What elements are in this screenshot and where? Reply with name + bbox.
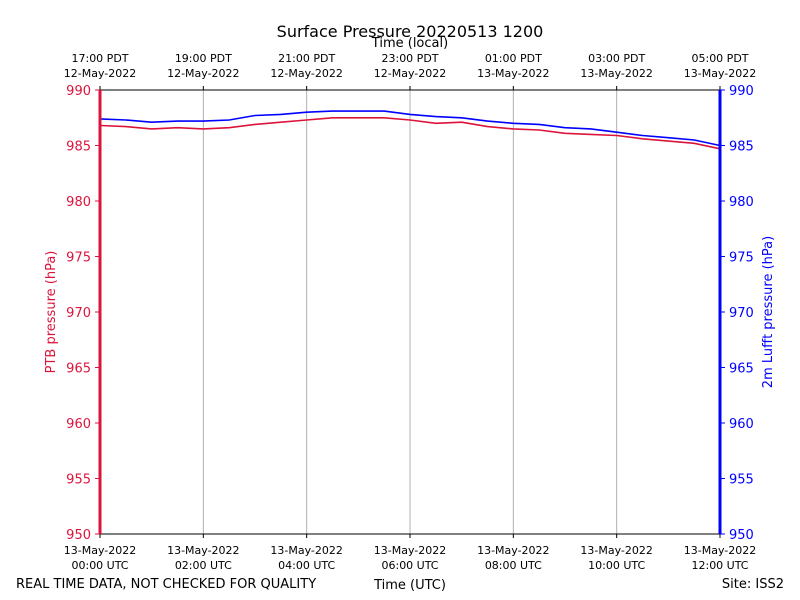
- site-label: Site: ISS2: [722, 577, 784, 592]
- top-x-tick-label-date: 13-May-2022: [580, 67, 652, 80]
- bottom-x-tick-label-time: 10:00 UTC: [588, 559, 645, 572]
- left-y-tick-label: 955: [66, 473, 91, 488]
- top-x-tick-label-time: 23:00 PDT: [381, 52, 438, 65]
- left-y-tick-label: 950: [66, 528, 91, 543]
- top-x-tick-label-date: 12-May-2022: [167, 67, 239, 80]
- top-x-tick-label-time: 05:00 PDT: [691, 52, 748, 65]
- top-x-axis-label: Time (local): [371, 36, 448, 51]
- chart-title: Surface Pressure 20220513 1200: [277, 22, 544, 41]
- bottom-x-tick-label-date: 13-May-2022: [64, 544, 136, 557]
- left-y-axis-label: PTB pressure (hPa): [44, 251, 59, 374]
- grid: [202, 90, 618, 534]
- bottom-x-tick-label-time: 08:00 UTC: [485, 559, 542, 572]
- top-x-tick-label-time: 03:00 PDT: [588, 52, 645, 65]
- top-x-tick-label-time: 17:00 PDT: [71, 52, 128, 65]
- left-y-tick-label: 970: [66, 306, 91, 321]
- bottom-x-tick-label-date: 13-May-2022: [374, 544, 446, 557]
- left-y-tick-label: 975: [66, 251, 91, 266]
- right-y-tick-label: 960: [729, 417, 754, 432]
- top-x-tick-label-date: 13-May-2022: [684, 67, 756, 80]
- right-y-tick-label: 955: [729, 473, 754, 488]
- series-layer: [99, 110, 721, 150]
- top-x-tick-label-time: 01:00 PDT: [485, 52, 542, 65]
- bottom-x-tick-label-time: 04:00 UTC: [278, 559, 335, 572]
- bottom-x-tick-label-time: 00:00 UTC: [71, 559, 128, 572]
- right-y-tick-label: 990: [729, 84, 754, 99]
- bottom-x-tick-label-date: 13-May-2022: [167, 544, 239, 557]
- top-x-tick-label-date: 12-May-2022: [374, 67, 446, 80]
- top-x-tick-label-date: 12-May-2022: [64, 67, 136, 80]
- bottom-x-tick-label-time: 02:00 UTC: [175, 559, 232, 572]
- bottom-x-tick-label-time: 12:00 UTC: [691, 559, 748, 572]
- ticks: 13-May-2022 00:00 UTC 17:00 PDT 12-May-2022…: [64, 52, 756, 572]
- ptb-pressure-line: [99, 117, 721, 150]
- left-y-tick-label: 960: [66, 417, 91, 432]
- top-x-tick-label-date: 12-May-2022: [270, 67, 342, 80]
- right-y-tick-label: 970: [729, 306, 754, 321]
- left-y-tick-label: 990: [66, 84, 91, 99]
- bottom-x-tick-label-date: 13-May-2022: [270, 544, 342, 557]
- right-y-tick-label: 975: [729, 251, 754, 266]
- top-x-tick-label-time: 21:00 PDT: [278, 52, 335, 65]
- bottom-x-tick-label-date: 13-May-2022: [580, 544, 652, 557]
- left-y-tick-label: 985: [66, 140, 91, 155]
- bottom-x-tick-label-date: 13-May-2022: [477, 544, 549, 557]
- right-y-tick-label: 950: [729, 528, 754, 543]
- right-y-tick-label: 965: [729, 362, 754, 377]
- bottom-x-tick-label-time: 06:00 UTC: [381, 559, 438, 572]
- left-y-tick-label: 965: [66, 362, 91, 377]
- left-y-tick-label: 980: [66, 195, 91, 210]
- bottom-x-tick-label-date: 13-May-2022: [684, 544, 756, 557]
- right-y-tick-label: 985: [729, 140, 754, 155]
- quality-note: REAL TIME DATA, NOT CHECKED FOR QUALITY: [16, 577, 316, 592]
- top-x-tick-label-date: 13-May-2022: [477, 67, 549, 80]
- right-y-axis-label: 2m Lufft pressure (hPa): [761, 236, 776, 388]
- right-y-tick-label: 980: [729, 195, 754, 210]
- lufft-pressure-line: [99, 110, 721, 147]
- top-x-tick-label-time: 19:00 PDT: [175, 52, 232, 65]
- bottom-x-axis-label: Time (UTC): [373, 578, 446, 593]
